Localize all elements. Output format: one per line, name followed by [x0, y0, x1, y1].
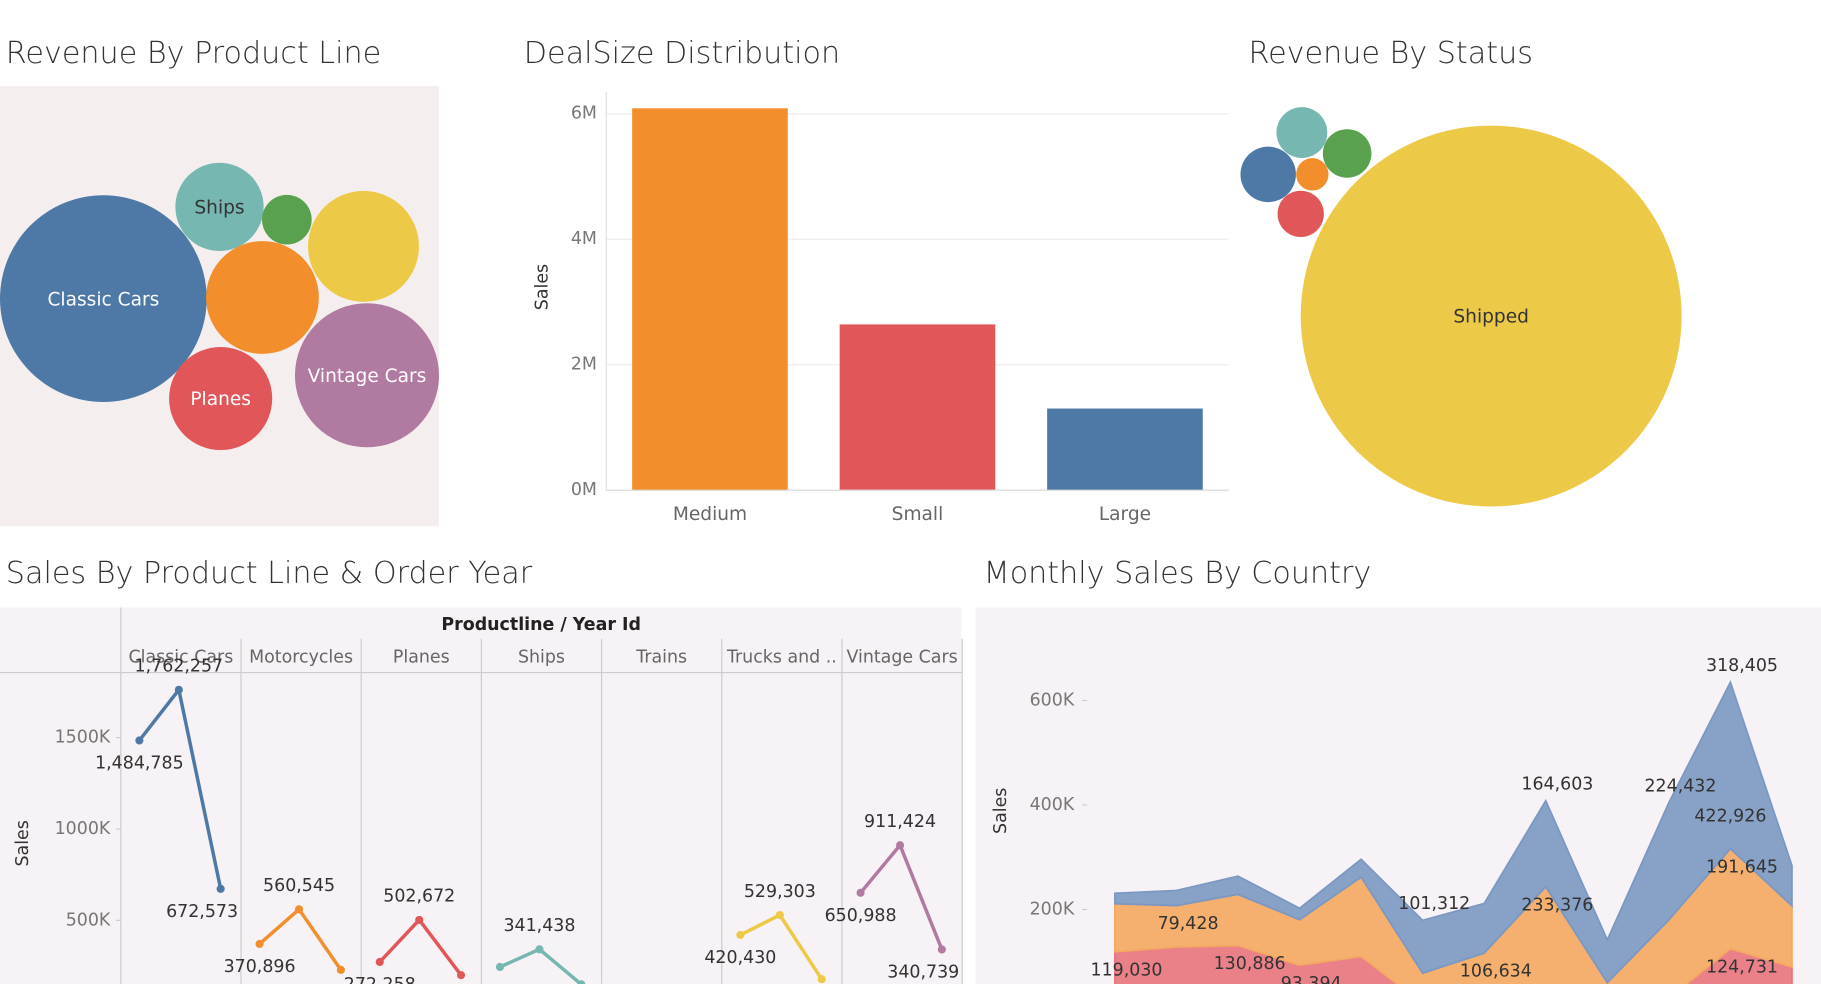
- point: [216, 884, 225, 893]
- bubble-label: Shipped: [1453, 307, 1529, 328]
- point: [895, 841, 905, 850]
- column-header: Planes: [393, 647, 450, 667]
- column-header: Vintage Cars: [846, 647, 957, 667]
- point: [294, 905, 304, 914]
- data-label: 650,988: [825, 906, 897, 926]
- bubble: [294, 303, 440, 448]
- data-label: 224,432: [1644, 776, 1716, 796]
- point: [255, 939, 264, 949]
- bar: [839, 324, 996, 491]
- y-tick-label: 0M: [571, 480, 597, 500]
- y-tick-label: 400K: [1030, 795, 1075, 815]
- header: Productline / Year Id: [441, 615, 641, 635]
- x-tick-label: Small: [892, 504, 944, 525]
- point: [415, 915, 424, 924]
- point: [817, 975, 826, 984]
- data-label: 119,030: [1091, 960, 1163, 980]
- bubble: [308, 190, 419, 302]
- bubble: [1277, 190, 1324, 238]
- data-label: 529,303: [744, 882, 816, 902]
- data-label: 502,672: [383, 887, 455, 907]
- data-label: 272,258: [344, 975, 416, 984]
- bubble-label: Ships: [194, 198, 244, 219]
- chart-title: Sales By Product Line & Order Year: [6, 556, 533, 591]
- x-tick-label: Medium: [673, 504, 747, 525]
- bubble: [1300, 125, 1682, 507]
- column-header: Trucks and ..: [726, 647, 837, 667]
- data-label: 106,634: [1460, 962, 1532, 982]
- bubble: [206, 241, 319, 354]
- y-tick-label: 600K: [1030, 690, 1075, 710]
- y-tick-label: 6M: [571, 104, 597, 124]
- y-tick-label: 2M: [571, 355, 597, 375]
- data-label: 191,645: [1706, 857, 1778, 877]
- chart-title: Revenue By Product Line: [6, 36, 381, 71]
- y-tick-label: 1000K: [55, 819, 111, 839]
- data-label: 79,428: [1158, 914, 1219, 934]
- point: [577, 980, 586, 984]
- bubble: [1240, 146, 1296, 203]
- bubble-label: Classic Cars: [47, 289, 159, 310]
- data-label: 672,573: [166, 902, 238, 922]
- chart-title: Monthly Sales By Country: [984, 556, 1372, 591]
- data-label: 370,896: [224, 957, 296, 977]
- y-axis-label: Sales: [991, 788, 1011, 834]
- bubble: [0, 195, 207, 402]
- point: [775, 910, 784, 920]
- point: [495, 962, 505, 972]
- bubble: [175, 162, 264, 252]
- annotation: 422,926: [1694, 807, 1766, 827]
- point: [375, 957, 384, 967]
- y-tick-label: 200K: [1030, 900, 1075, 920]
- data-label: 93,394: [1281, 974, 1342, 984]
- y-tick-label: 500K: [66, 910, 111, 930]
- column-header: Motorcycles: [249, 647, 353, 667]
- bubble: [169, 346, 273, 451]
- data-label: 420,430: [704, 948, 776, 968]
- bar: [632, 108, 788, 491]
- y-tick-label: 4M: [571, 229, 597, 249]
- bubble: [1276, 107, 1328, 158]
- column-header: Trains: [635, 647, 687, 667]
- data-label: 560,545: [263, 876, 335, 896]
- point: [856, 888, 865, 897]
- data-label: 911,424: [864, 812, 936, 832]
- point: [535, 945, 544, 954]
- point: [456, 971, 466, 980]
- bubble: [1296, 158, 1329, 191]
- data-label: 130,886: [1214, 954, 1286, 974]
- point: [937, 945, 946, 954]
- column-header: Ships: [518, 647, 565, 667]
- data-label: 340,739: [887, 963, 959, 983]
- y-axis-label: Sales: [532, 264, 552, 310]
- bubble-label: Vintage Cars: [308, 366, 427, 387]
- data-label: 341,438: [503, 916, 575, 936]
- bubble: [1322, 129, 1372, 178]
- chart-title: Revenue By Status: [1248, 36, 1532, 71]
- point: [736, 930, 745, 939]
- point: [336, 965, 345, 974]
- data-label: 1,762,257: [135, 657, 224, 677]
- area: [1114, 680, 1793, 984]
- x-tick-label: Large: [1099, 504, 1151, 525]
- y-tick-label: 1500K: [55, 728, 111, 748]
- point: [174, 685, 183, 694]
- point: [135, 736, 144, 745]
- column-header: Classic Cars: [128, 647, 233, 667]
- data-label: 318,405: [1706, 656, 1778, 676]
- bubble: [262, 194, 312, 245]
- data-label: 164,603: [1521, 775, 1593, 795]
- data-label: 124,731: [1706, 957, 1778, 977]
- data-label: 101,312: [1398, 894, 1470, 914]
- bar: [1047, 408, 1203, 491]
- bubble-label: Planes: [190, 389, 251, 410]
- chart-title: DealSize Distribution: [524, 36, 840, 71]
- y-axis-label: Sales: [13, 820, 33, 866]
- data-label: 1,484,785: [95, 754, 184, 774]
- data-label: 233,376: [1521, 895, 1593, 915]
